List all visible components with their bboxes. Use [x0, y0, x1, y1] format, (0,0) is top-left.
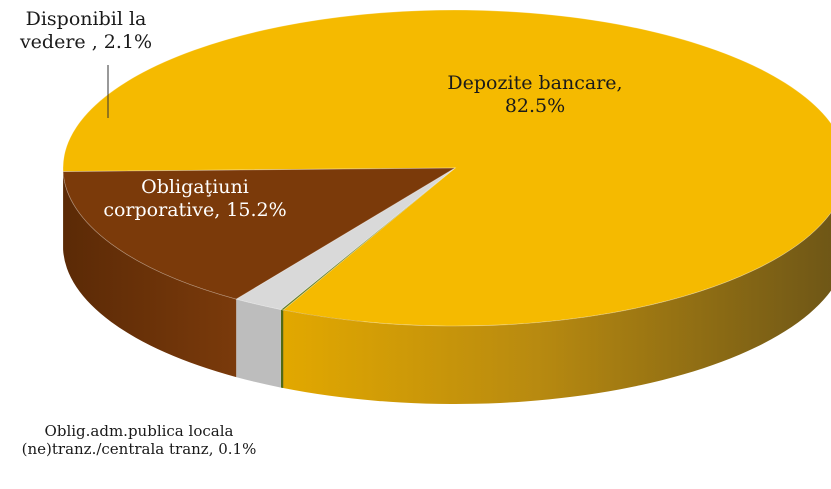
pie-side-obliga-iuni [63, 171, 237, 378]
pie-slice-disponibil-la [235, 167, 456, 311]
pie-side-oblig-adm-publica-locala [280, 309, 284, 389]
label-obligatiuni-corporative: Obligaţiuni corporative, 15.2% [103, 176, 287, 221]
pie-side-disponibil-la [236, 299, 281, 388]
label-depozite-bancare: Depozite bancare, 82.5% [447, 72, 623, 117]
pie-slice-depozite-bancare [62, 9, 831, 327]
label-disponibil-la-vedere: Disponibil la vedere , 2.1% [19, 8, 153, 53]
pie-tops [62, 9, 831, 327]
pie-side-depozite-bancare [283, 212, 831, 404]
pie-slice-obliga-iuni [62, 167, 457, 300]
label-oblig-adm-publica: Oblig.adm.publica locala (ne)tranz./cent… [21, 422, 257, 458]
pie-slice-oblig-adm-publica-locala [280, 167, 456, 311]
